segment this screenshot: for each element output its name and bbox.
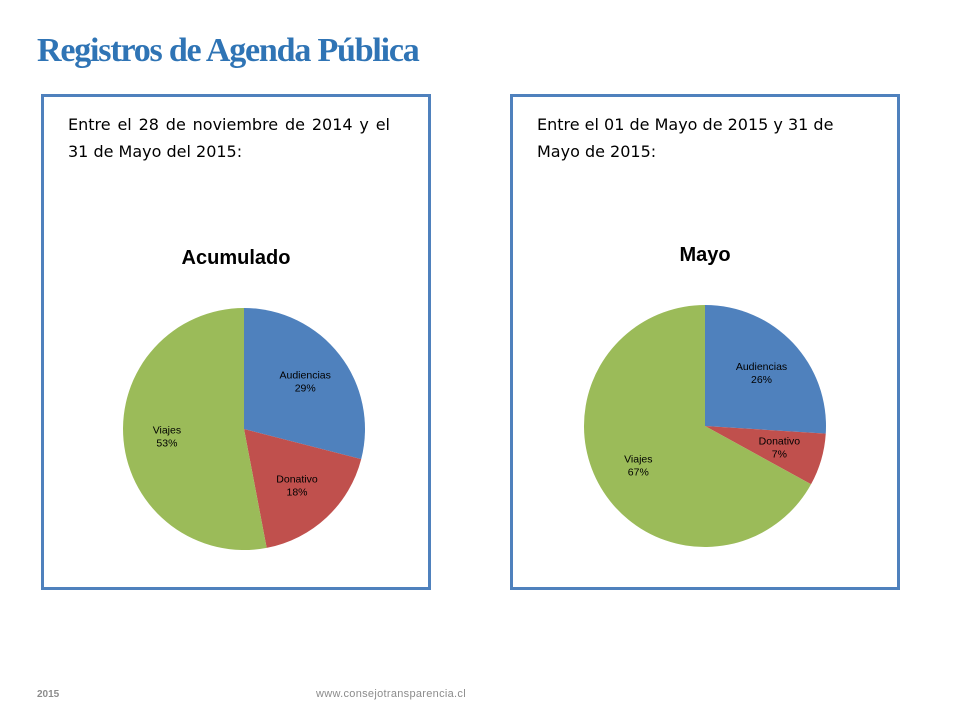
chart-title: Acumulado [181, 247, 291, 269]
chart-panel-acumulado: Entre el 28 de noviembre de 2014 y el 31… [41, 94, 431, 590]
footer-year: 2015 [37, 689, 60, 700]
pie-slice-audiencias [244, 308, 366, 460]
slice-label-viajes: Viajes 67% [624, 453, 652, 478]
pie-chart-acumulado: Audiencias 29% Donativo 18% Viajes 53% [123, 308, 366, 550]
slice-label-donativo: Donativo 7% [759, 436, 801, 461]
pie-slice-audiencias [705, 305, 826, 434]
pie-slice-donativo [244, 429, 362, 548]
chart-title: Mayo [679, 244, 731, 266]
pie-slice-donativo [705, 426, 826, 485]
slice-label-audiencias: Audiencias 26% [736, 361, 787, 386]
slice-label-audiencias: Audiencias 29% [280, 370, 331, 395]
slice-label-viajes: Viajes 53% [153, 424, 181, 449]
period-caption: Entre el 01 de Mayo de 2015 y 31 de Mayo… [537, 115, 834, 161]
pie-chart-mayo: Audiencias 26% Donativo 7% Viajes 67% [583, 305, 826, 547]
pie-slice-viajes [583, 305, 812, 547]
chart-panel-mayo: Entre el 01 de Mayo de 2015 y 31 de Mayo… [510, 94, 900, 590]
pie-slice-viajes [123, 308, 267, 550]
period-caption: Entre el 28 de noviembre de 2014 y el 31… [68, 115, 390, 161]
footer-url[interactable]: www.consejotransparencia.cl [316, 688, 466, 700]
slice-label-donativo: Donativo 18% [276, 474, 318, 499]
slide-title: Registros de Agenda Pública [37, 32, 420, 69]
